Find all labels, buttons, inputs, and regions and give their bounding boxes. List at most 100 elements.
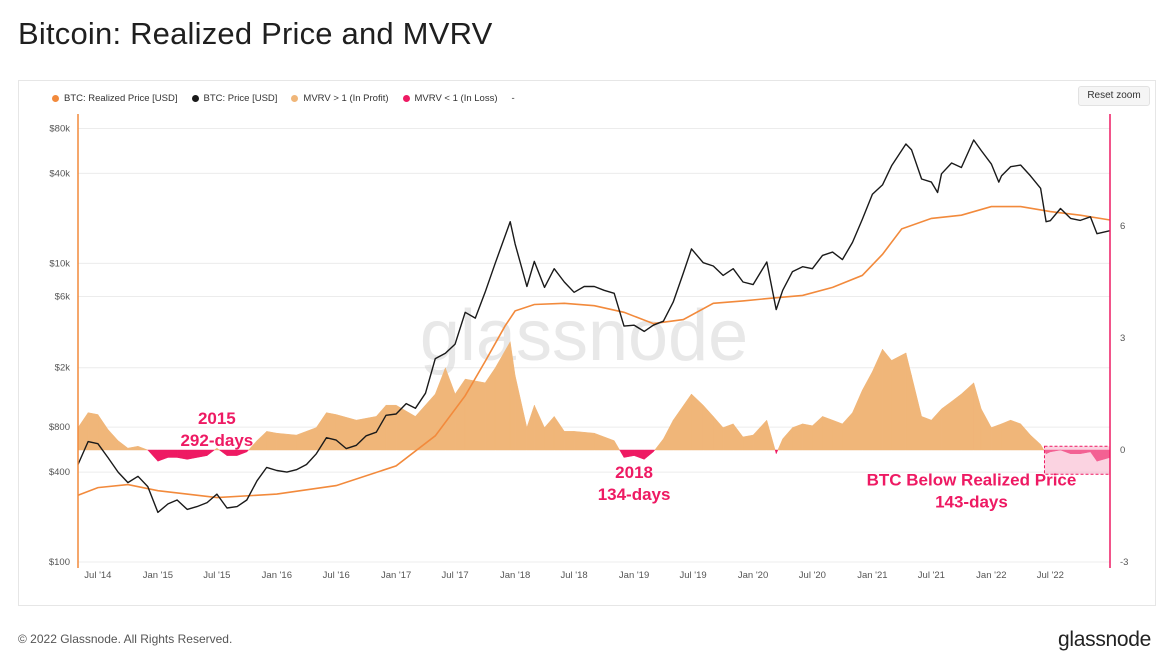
- x-tick-label: Jan '18: [500, 570, 530, 581]
- x-tick-label: Jan '17: [381, 570, 411, 581]
- mvrv-profit-segment: [117, 440, 129, 451]
- annotation-text: 134-days: [598, 485, 671, 504]
- mvrv-profit-segment: [445, 367, 456, 451]
- mvrv-profit-segment: [385, 404, 397, 451]
- mvrv-loss-segment: [147, 449, 159, 462]
- legend-item-realized-price[interactable]: BTC: Realized Price [USD]: [52, 93, 178, 104]
- watermark: glassnode: [420, 296, 748, 376]
- legend-label: BTC: Price [USD]: [203, 92, 278, 104]
- legend-label: MVRV < 1 (In Loss): [414, 92, 498, 104]
- mvrv-profit-segment: [454, 378, 466, 451]
- mvrv-profit-segment: [1030, 434, 1041, 451]
- x-tick-label: Jul '16: [323, 570, 350, 581]
- annotation-text: 292-days: [180, 431, 253, 450]
- legend-item-extra[interactable]: -: [512, 93, 515, 104]
- y-left-tick-label: $6k: [55, 291, 71, 302]
- mvrv-loss-segment: [633, 449, 645, 460]
- mvrv-profit-segment: [672, 393, 692, 451]
- mvrv-loss-segment: [246, 449, 250, 453]
- mvrv-loss-segment: [653, 449, 656, 453]
- mvrv-profit-segment: [991, 423, 1002, 451]
- mvrv-profit-segment: [256, 430, 267, 451]
- mvrv-profit-segment: [931, 408, 942, 451]
- annotation: 2015 292-days: [180, 409, 253, 450]
- y-left-tick-label: $800: [49, 422, 70, 433]
- mvrv-profit-segment: [613, 439, 621, 451]
- mvrv-loss-segment: [157, 449, 169, 462]
- y-left-tick-label: $2k: [55, 363, 71, 374]
- mvrv-loss-segment: [196, 449, 208, 458]
- mvrv-profit-segment: [702, 404, 714, 451]
- mvrv-profit-segment: [534, 405, 545, 451]
- mvrv-profit-segment: [882, 348, 892, 451]
- x-tick-label: Jul '15: [203, 570, 230, 581]
- annotation-text: 2018: [615, 463, 653, 482]
- x-tick-label: Jul '19: [680, 570, 707, 581]
- mvrv-profit-segment: [852, 390, 863, 451]
- mvrv-profit-segment: [435, 367, 446, 451]
- annotation: 2018 134-days: [598, 463, 671, 504]
- mvrv-profit-segment: [891, 352, 907, 451]
- mvrv-profit-segment: [862, 371, 873, 451]
- page-title: Bitcoin: Realized Price and MVRV: [18, 16, 493, 51]
- x-tick-label: Jan '22: [976, 570, 1006, 581]
- btc-price-line: [77, 139, 1111, 514]
- y-left-tick-label: $400: [49, 467, 70, 478]
- reset-zoom-button[interactable]: Reset zoom: [1078, 86, 1150, 106]
- mvrv-profit-segment: [1020, 423, 1031, 451]
- mvrv-profit-segment: [415, 393, 436, 451]
- mvrv-profit-segment: [1040, 443, 1045, 451]
- y-right-tick-label: 6: [1120, 221, 1125, 232]
- legend-swatch-realized-price: [52, 94, 59, 102]
- mvrv-profit-segment: [961, 382, 974, 451]
- x-tick-label: Jan '20: [738, 570, 768, 581]
- footer-copyright: © 2022 Glassnode. All Rights Reserved.: [18, 632, 233, 646]
- legend-item-mvrv-profit[interactable]: MVRV > 1 (In Profit): [291, 93, 389, 104]
- mvrv-profit-segment: [137, 445, 148, 451]
- annotation-text: BTC Below Realized Price: [867, 470, 1077, 489]
- mvrv-profit-segment: [526, 405, 535, 451]
- mvrv-profit-segment: [732, 423, 744, 451]
- annotation-text: 143-days: [935, 492, 1008, 511]
- mvrv-profit-segment: [921, 416, 932, 451]
- mvrv-profit-segment: [544, 415, 555, 451]
- mvrv-profit-segment: [752, 419, 768, 451]
- mvrv-profit-segment: [484, 367, 496, 451]
- x-tick-label: Jul '17: [442, 570, 469, 581]
- legend-item-mvrv-loss[interactable]: MVRV < 1 (In Loss): [402, 92, 498, 104]
- mvrv-profit-segment: [216, 447, 221, 451]
- mvrv-loss-segment: [619, 449, 625, 459]
- mvrv-loss-segment: [775, 449, 779, 454]
- mvrv-profit-segment: [107, 428, 119, 451]
- legend-swatch-btc-price: [191, 94, 199, 102]
- mvrv-profit-segment: [654, 438, 664, 451]
- mvrv-profit-segment: [573, 431, 595, 451]
- legend-label: -: [511, 92, 515, 104]
- mvrv-loss-segment: [167, 449, 178, 458]
- mvrv-loss-segment: [226, 449, 238, 456]
- x-tick-label: Jan '16: [262, 570, 292, 581]
- mvrv-profit-segment: [594, 432, 615, 451]
- mvrv-profit-segment: [742, 434, 754, 451]
- mvrv-profit-segment: [911, 375, 922, 451]
- x-tick-label: Jan '21: [857, 570, 887, 581]
- chart-legend: BTC: Realized Price [USD] BTC: Price [US…: [52, 91, 515, 105]
- mvrv-profit-segment: [822, 416, 833, 451]
- legend-swatch-mvrv-profit: [291, 94, 299, 102]
- mvrv-loss-segment: [236, 449, 248, 456]
- legend-item-btc-price[interactable]: BTC: Price [USD]: [191, 92, 278, 104]
- mvrv-loss-segment: [218, 449, 228, 457]
- y-right-tick-label: -3: [1120, 557, 1128, 568]
- mvrv-profit-segment: [1010, 419, 1021, 451]
- mvrv-profit-segment: [316, 411, 327, 451]
- highlight-region: [1043, 445, 1111, 475]
- mvrv-profit-segment: [266, 431, 278, 451]
- y-left-tick-label: $100: [49, 557, 70, 568]
- chart-container: [18, 80, 1156, 606]
- mvrv-profit-segment: [663, 420, 674, 451]
- mvrv-profit-segment: [782, 426, 793, 451]
- x-tick-label: Jul '22: [1037, 570, 1064, 581]
- x-tick-label: Jul '21: [918, 570, 945, 581]
- annotation-text: 2015: [198, 409, 236, 428]
- y-left-tick-label: $10k: [49, 258, 70, 269]
